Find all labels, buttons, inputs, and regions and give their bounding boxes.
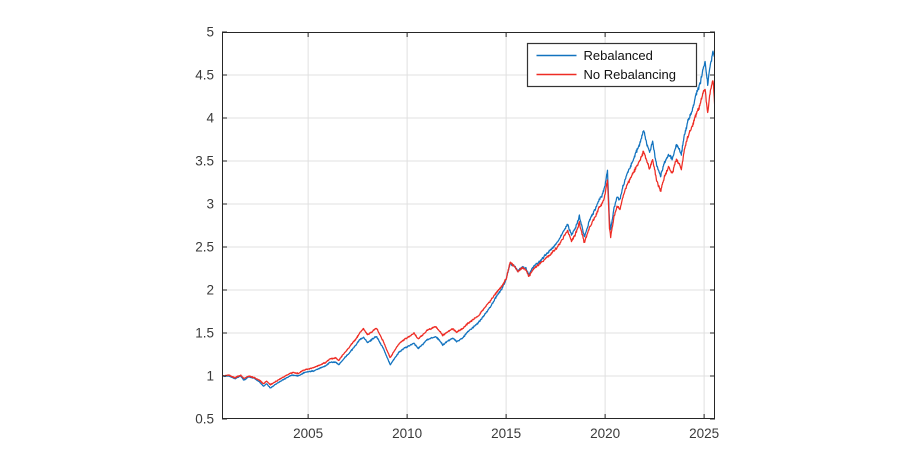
legend-label: No Rebalancing (584, 67, 677, 82)
x-tick-label: 2020 (590, 426, 620, 441)
y-tick-label: 3.5 (195, 154, 214, 169)
y-tick-label: 3 (206, 197, 214, 212)
y-tick-label: 1.5 (195, 326, 214, 341)
x-tick-label: 2025 (689, 426, 719, 441)
legend (526, 42, 698, 88)
x-tick-label: 2010 (392, 426, 422, 441)
y-tick-label: 1 (206, 369, 214, 384)
series-line-no-rebalancing (222, 80, 715, 386)
y-tick-label: 4.5 (195, 68, 214, 83)
series-line-rebalanced (222, 50, 715, 389)
axes-box (222, 32, 715, 419)
y-tick-label: 2 (206, 283, 214, 298)
y-tick-label: 4 (206, 111, 214, 126)
y-tick-label: 0.5 (195, 412, 214, 427)
x-tick-label: 2015 (491, 426, 521, 441)
y-tick-label: 2.5 (195, 240, 214, 255)
y-tick-label: 5 (206, 25, 214, 40)
legend-label: Rebalanced (584, 48, 653, 63)
x-tick-label: 2005 (293, 426, 323, 441)
plot-area (222, 32, 715, 419)
